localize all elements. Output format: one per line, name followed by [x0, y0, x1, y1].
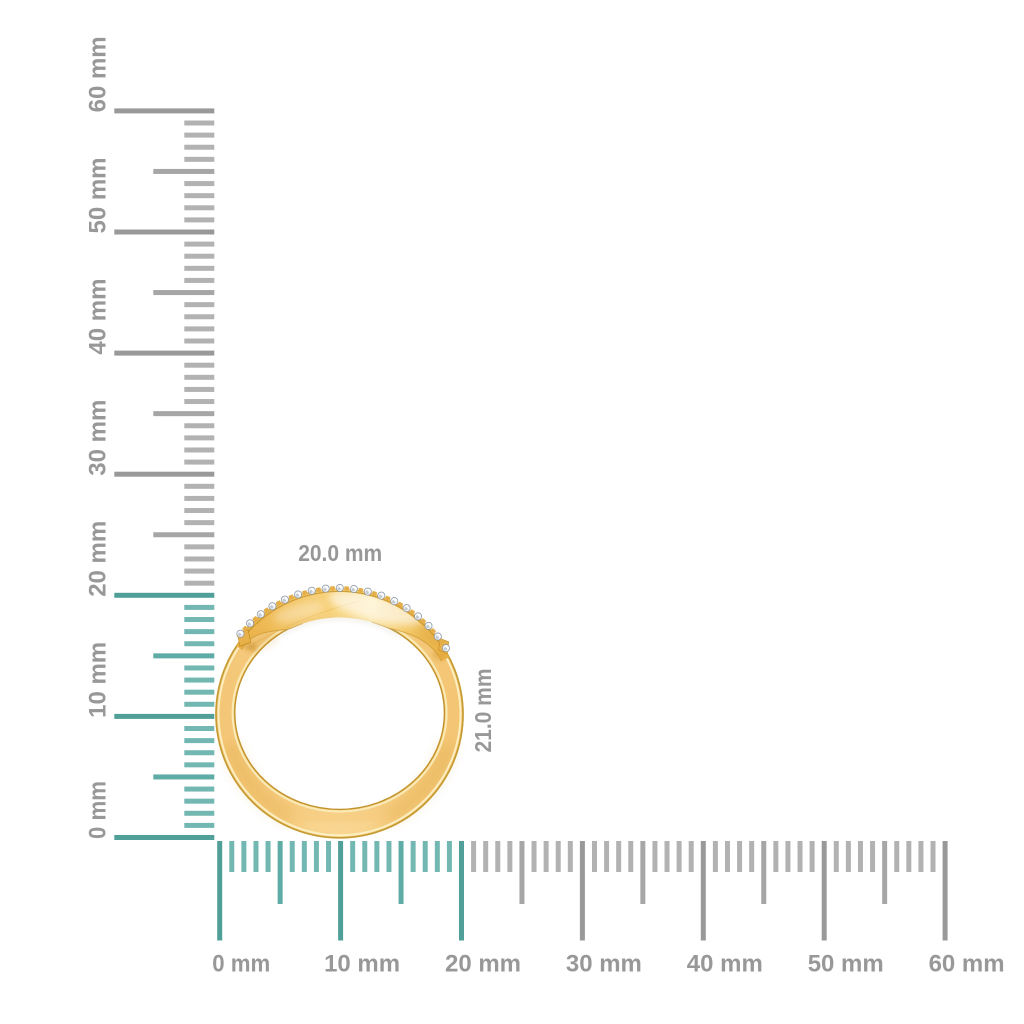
svg-text:10 mm: 10 mm	[324, 951, 400, 978]
svg-text:60 mm: 60 mm	[85, 36, 112, 112]
svg-text:30 mm: 30 mm	[85, 400, 112, 476]
svg-text:50 mm: 50 mm	[808, 951, 884, 978]
svg-text:60 mm: 60 mm	[929, 951, 1005, 978]
svg-text:0 mm: 0 mm	[85, 781, 112, 839]
svg-text:0 mm: 0 mm	[212, 951, 270, 978]
svg-text:20 mm: 20 mm	[445, 951, 521, 978]
svg-text:20.0 mm: 20.0 mm	[298, 540, 382, 566]
svg-text:10 mm: 10 mm	[85, 642, 112, 718]
svg-text:50 mm: 50 mm	[85, 158, 112, 234]
svg-text:21.0 mm: 21.0 mm	[470, 669, 496, 753]
svg-text:40 mm: 40 mm	[687, 951, 763, 978]
svg-text:30 mm: 30 mm	[566, 951, 642, 978]
svg-text:20 mm: 20 mm	[85, 521, 112, 597]
svg-text:40 mm: 40 mm	[85, 279, 112, 355]
